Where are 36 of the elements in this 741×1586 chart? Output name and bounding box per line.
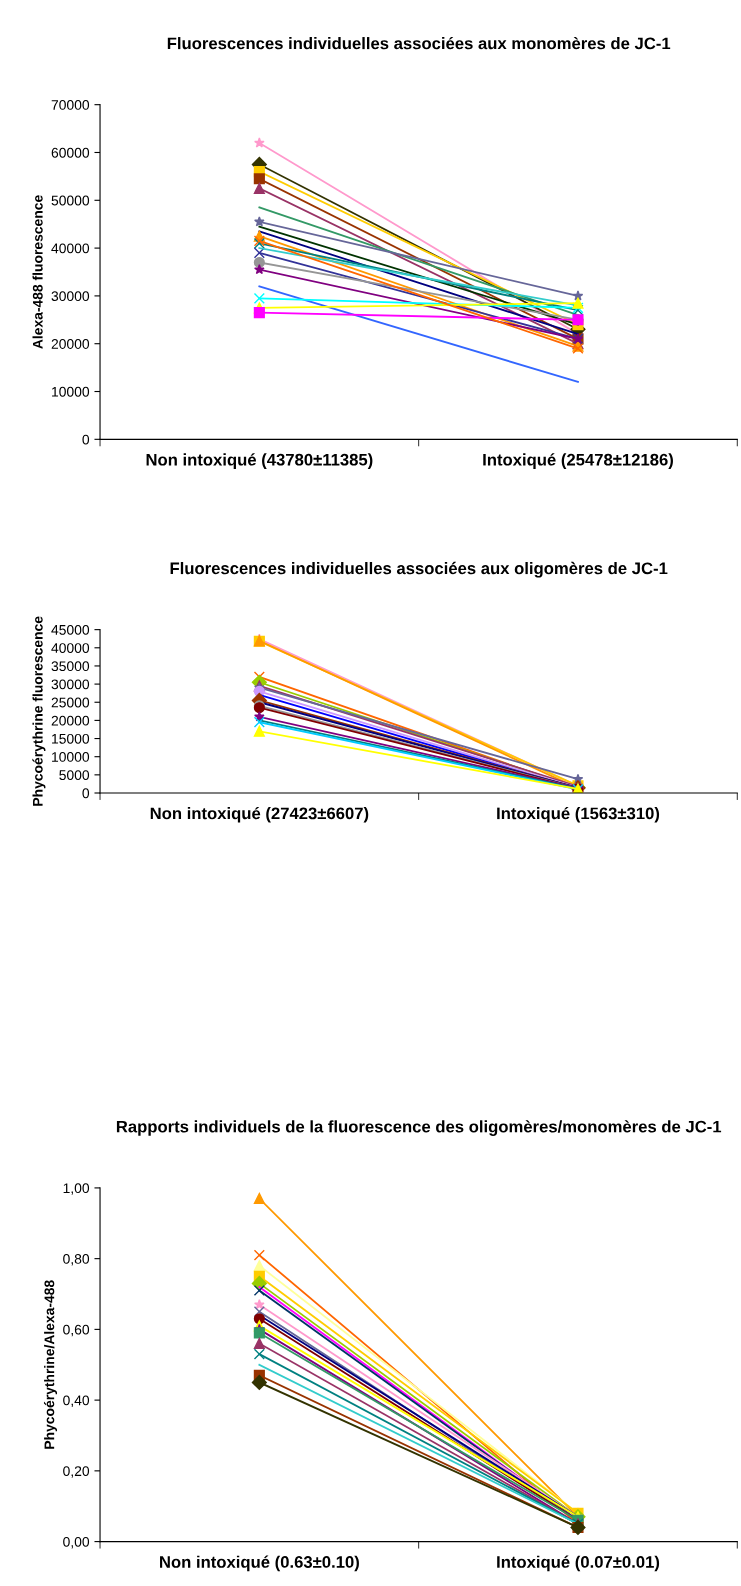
chart-title: Fluorescences individuelles associées aux monomères de JC-1 (167, 36, 671, 50)
x-tick-label: Non intoxiqué (0.63±0.10) (160, 1555, 359, 1572)
y-tick-label: 0,80 (63, 1253, 90, 1266)
y-tick-label: 20000 (51, 715, 90, 726)
x-tick-label: Intoxiqué (25478±12186) (483, 453, 673, 469)
y-tick-label: 35000 (51, 661, 90, 672)
y-tick-label: 0 (82, 788, 90, 799)
y-axis-title: Alexa-488 fluorescence (32, 195, 43, 349)
y-tick-label: 0,60 (63, 1324, 90, 1337)
y-tick-label: 30000 (51, 679, 90, 690)
y-tick-label: 25000 (51, 697, 90, 708)
chart-title: Fluorescences individuelles associées aux oligomères de JC-1 (170, 561, 668, 578)
y-tick-label: 70000 (51, 100, 90, 110)
y-tick-label: 30000 (51, 291, 90, 302)
x-tick-label: Non intoxiqué (43780±11385) (146, 453, 373, 469)
y-tick-label: 10000 (52, 386, 90, 397)
y-tick-label: 0,20 (63, 1466, 90, 1478)
y-tick-label: 15000 (52, 733, 90, 744)
y-tick-label: 20000 (51, 339, 90, 349)
y-tick-label: 5000 (59, 770, 90, 781)
y-tick-label: 1,00 (63, 1183, 90, 1195)
y-tick-label: 50000 (51, 195, 90, 206)
y-tick-label: 40000 (51, 243, 90, 254)
y-tick-label: 40000 (51, 643, 90, 653)
y-tick-label: 0,40 (63, 1395, 90, 1407)
y-tick-label: 0,00 (63, 1536, 90, 1549)
y-axis-title: Phycoérythrine fluorescence (32, 616, 46, 806)
y-tick-label: 45000 (51, 624, 90, 635)
x-tick-label: Intoxiqué (0.07±0.01) (497, 1555, 660, 1572)
y-axis-title: Phycoérythrine/Alexa-488 (43, 1280, 58, 1449)
x-tick-label: Intoxiqué (1563±310) (497, 806, 660, 823)
y-tick-label: 10000 (52, 752, 90, 762)
chart-title: Rapports individuels de la fluorescence des oligomères/monomères de JC-1 (116, 1120, 722, 1136)
y-tick-label: 0 (82, 434, 90, 445)
y-tick-label: 60000 (51, 147, 90, 158)
x-tick-label: Non intoxiqué (27423±6607) (150, 806, 369, 823)
